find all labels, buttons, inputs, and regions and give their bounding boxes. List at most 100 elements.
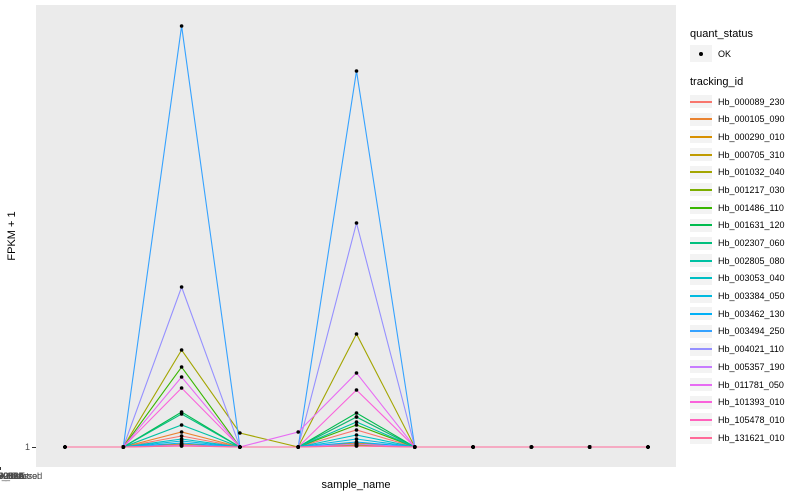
legend-entry-label: Hb_003384_050 — [718, 291, 785, 302]
data-point — [179, 430, 184, 434]
data-point — [471, 445, 475, 449]
legend-entry: Hb_002307_060 — [690, 234, 800, 252]
data-point — [179, 412, 184, 416]
legend-entry: Hb_000105_090 — [690, 110, 800, 128]
legend-entry-label: Hb_000290_010 — [718, 131, 785, 142]
data-point — [179, 434, 184, 438]
x-tick-label: RRIM600PE — [0, 471, 26, 481]
legend-entry: Hb_001032_040 — [690, 163, 800, 181]
data-point — [587, 445, 592, 449]
legend-key-swatch — [690, 431, 712, 445]
data-point — [179, 285, 184, 289]
legend-entry-label: OK — [718, 48, 732, 59]
data-point — [179, 365, 184, 369]
y-tick-mark — [32, 447, 36, 448]
legend-entry-label: Hb_101393_010 — [718, 397, 785, 408]
legend-entry: Hb_011781_050 — [690, 376, 800, 394]
legend-entry-label: Hb_001631_120 — [718, 220, 785, 231]
legend-key-swatch — [690, 95, 712, 109]
legend-entry-ok: OK — [690, 45, 800, 63]
y-tick-label: 1 — [24, 442, 30, 452]
legend-entry-label: Hb_002805_080 — [718, 255, 785, 266]
legend-entry-label: Hb_003494_250 — [718, 326, 785, 337]
legend-key-swatch — [690, 413, 712, 427]
legend-key-swatch — [690, 271, 712, 285]
x-tick-label: RRIM928LA — [0, 471, 25, 481]
data-point — [354, 415, 359, 419]
legend-tracking-id: tracking_id Hb_000089_230 Hb_000105_090 Hb… — [690, 76, 800, 447]
data-point — [238, 445, 242, 449]
legend-entry: Hb_105478_010 — [690, 411, 800, 429]
x-tick-mark — [0, 467, 1, 470]
data-point — [354, 371, 359, 375]
data-point — [296, 445, 301, 449]
legend-key-swatch — [690, 307, 712, 321]
legend-entry-label: Hb_000705_310 — [718, 149, 785, 160]
data-point — [63, 445, 67, 449]
legend-entry: Hb_004021_110 — [690, 340, 800, 358]
legend-entry-label: Hb_003053_040 — [718, 273, 785, 284]
legend-entry: Hb_000705_310 — [690, 146, 800, 164]
legend-key-swatch — [690, 378, 712, 392]
legend-entry: Hb_003462_130 — [690, 305, 800, 323]
data-point — [296, 430, 301, 434]
legend-key-swatch — [690, 130, 712, 144]
legend-entry: Hb_101393_010 — [690, 393, 800, 411]
data-point — [354, 332, 359, 336]
data-point — [354, 423, 359, 427]
legend-tracking-entries: Hb_000089_230 Hb_000105_090 Hb_000290_010 H… — [690, 93, 800, 447]
legend-key-swatch — [690, 165, 712, 179]
legend-entry-label: Hb_003462_130 — [718, 308, 785, 319]
x-tick-label: RRII105LA_Control — [0, 471, 40, 481]
legend-key-swatch — [690, 201, 712, 215]
data-point — [238, 431, 242, 435]
legend-key-swatch — [690, 183, 712, 197]
x-axis-title: sample_name — [321, 479, 391, 491]
legend-key-swatch — [690, 324, 712, 338]
legend-entry: Hb_001631_120 — [690, 217, 800, 235]
legend-key-swatch — [690, 236, 712, 250]
data-point — [354, 437, 359, 441]
legend-key-swatch — [690, 342, 712, 356]
y-axis-title: FPKM + 1 — [6, 211, 18, 261]
legend-key-swatch — [690, 218, 712, 232]
data-point — [354, 428, 359, 432]
data-point — [354, 420, 359, 424]
data-point — [179, 444, 184, 448]
plot-panel — [36, 5, 676, 467]
legend-entry-label: Hb_105478_010 — [718, 414, 785, 425]
data-point — [354, 444, 359, 448]
series-line-Hb_003494_250 — [65, 25, 648, 448]
legend-entry-label: Hb_000089_230 — [718, 96, 785, 107]
legend-entry: Hb_001486_110 — [690, 199, 800, 217]
data-point — [121, 445, 126, 449]
data-point — [354, 388, 359, 392]
data-point — [179, 348, 184, 352]
x-tick-label: RRIM928BA — [0, 471, 26, 481]
legend-key-swatch — [690, 148, 712, 162]
legend-key-swatch — [690, 360, 712, 374]
ok-point-icon — [690, 45, 712, 63]
legend-entry: Hb_005357_190 — [690, 358, 800, 376]
legend-key-swatch — [690, 112, 712, 126]
legend-entry-label: Hb_001032_040 — [718, 167, 785, 178]
data-point — [354, 221, 359, 225]
x-tick-label: RRIM600SE — [0, 471, 26, 481]
legend-key-swatch — [690, 395, 712, 409]
legend-entry: Hb_003494_250 — [690, 323, 800, 341]
legend-entry-label: Hb_131621_010 — [718, 432, 785, 443]
legend-entry: Hb_002805_080 — [690, 252, 800, 270]
data-point — [354, 433, 359, 437]
x-tick-label: RRIM901LA — [0, 471, 25, 481]
data-point — [354, 411, 359, 415]
data-point — [179, 375, 184, 379]
legend-entry-label: Hb_004021_110 — [718, 344, 784, 355]
data-point — [413, 445, 417, 449]
legend-entry-label: Hb_002307_060 — [718, 238, 785, 249]
legend-entry: Hb_000089_230 — [690, 93, 800, 111]
legend-entry: Hb_000290_010 — [690, 128, 800, 146]
x-tick-label: PB350LA — [0, 471, 20, 481]
data-point — [179, 24, 184, 28]
plot-canvas — [63, 24, 650, 449]
